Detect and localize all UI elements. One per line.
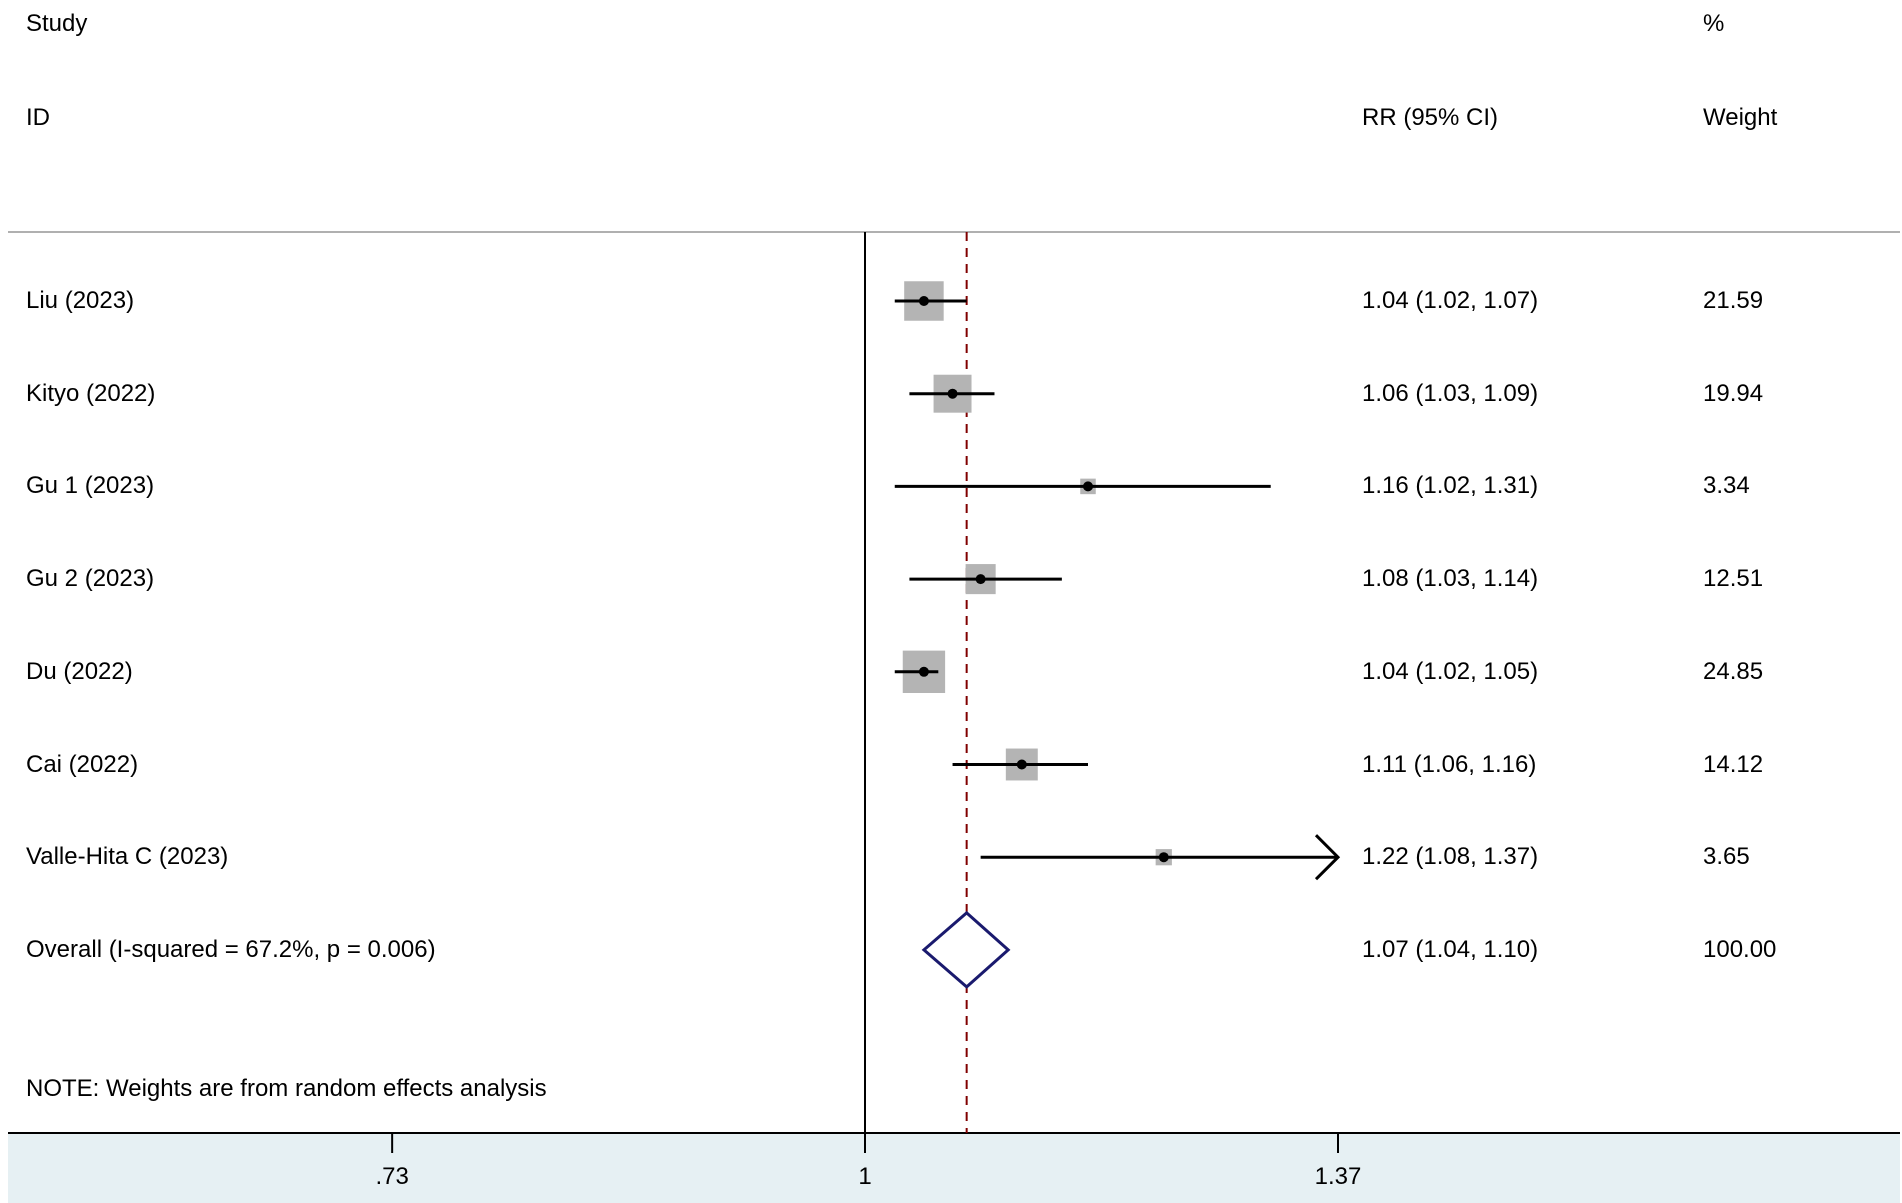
overall-diamond — [921, 910, 1011, 989]
study-id: Kityo (2022) — [26, 379, 156, 407]
ci-header: RR (95% CI) — [1362, 104, 1499, 131]
study-ci: 1.11 (1.06, 1.16) — [1362, 750, 1537, 778]
study-id: Cai (2022) — [26, 750, 139, 778]
point-estimate — [975, 574, 986, 585]
overall-weight: 100.00 — [1703, 935, 1777, 963]
x-tick-label: 1 — [858, 1163, 872, 1190]
study-weight: 12.51 — [1703, 565, 1764, 593]
study-id: Liu (2023) — [26, 287, 135, 314]
study-ci: 1.08 (1.03, 1.14) — [1362, 565, 1539, 593]
study-weight: 24.85 — [1703, 657, 1764, 685]
overall-label: Overall (I-squared = 67.2%, p = 0.006) — [26, 935, 436, 963]
study-id: Valle-Hita C (2023) — [26, 843, 229, 871]
study-id: Gu 1 (2023) — [26, 472, 155, 500]
study-weight: 14.12 — [1703, 750, 1764, 778]
x-tick-label: .73 — [375, 1163, 409, 1190]
study-weight: 3.34 — [1703, 472, 1750, 500]
study-weight: 3.65 — [1703, 843, 1750, 871]
axis-band — [8, 1133, 1900, 1203]
study-ci: 1.04 (1.02, 1.05) — [1362, 657, 1539, 685]
point-estimate — [947, 388, 958, 399]
study-ci: 1.06 (1.03, 1.09) — [1362, 379, 1539, 407]
study-weight: 21.59 — [1703, 287, 1764, 314]
weight-percent-header: % — [1703, 10, 1725, 37]
study-ci: 1.22 (1.08, 1.37) — [1362, 843, 1539, 871]
study-ci: 1.16 (1.02, 1.31) — [1362, 472, 1539, 500]
study-weight: 19.94 — [1703, 379, 1764, 407]
note-text: NOTE: Weights are from random effects an… — [26, 1075, 547, 1102]
x-tick-label: 1.37 — [1314, 1163, 1362, 1190]
id-header: ID — [26, 104, 50, 131]
study-header: Study — [26, 10, 88, 37]
study-ci: 1.04 (1.02, 1.07) — [1362, 287, 1539, 314]
point-estimate — [918, 666, 929, 677]
point-estimate — [1158, 852, 1169, 863]
point-estimate — [918, 296, 929, 306]
weight-header: Weight — [1703, 104, 1778, 131]
study-id: Du (2022) — [26, 657, 133, 685]
study-id: Gu 2 (2023) — [26, 565, 155, 593]
point-estimate — [1082, 481, 1093, 492]
overall-ci: 1.07 (1.04, 1.10) — [1362, 935, 1539, 963]
ci-arrow — [1314, 834, 1341, 881]
point-estimate — [1016, 759, 1027, 770]
